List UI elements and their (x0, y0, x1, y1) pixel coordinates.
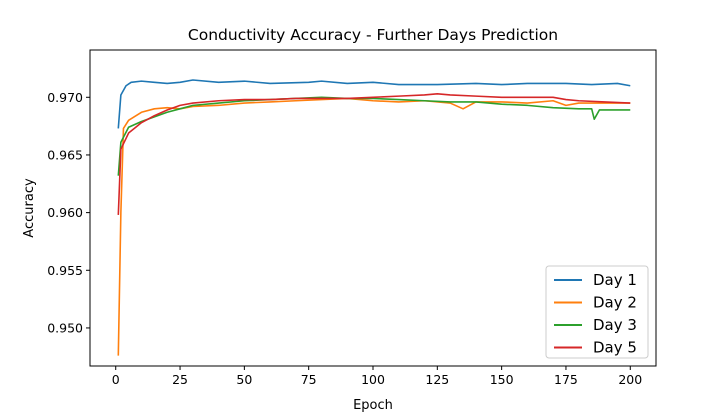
series-line-1 (117, 79, 631, 129)
x-tick-label: 150 (490, 372, 514, 387)
legend-label: Day 5 (593, 339, 637, 357)
legend-label: Day 3 (593, 316, 637, 334)
x-tick-label: 0 (112, 372, 120, 387)
x-axis-label: Epoch (353, 398, 393, 413)
chart-title: Conductivity Accuracy - Further Days Pre… (188, 26, 558, 44)
x-axis: 0 25 50 75 100 125 150 175 200 (112, 366, 642, 387)
y-tick-label: 0.970 (47, 90, 83, 105)
y-tick-label: 0.960 (47, 205, 83, 220)
x-tick-label: 200 (618, 372, 642, 387)
x-tick-label: 25 (172, 372, 188, 387)
x-tick-label: 175 (554, 372, 578, 387)
x-tick-label: 125 (425, 372, 449, 387)
x-tick-label: 50 (236, 372, 252, 387)
legend-box (545, 265, 649, 359)
series-line-4 (117, 93, 631, 215)
legend-label: Day 1 (593, 271, 637, 289)
y-axis: 0.950 0.955 0.960 0.965 0.970 (47, 90, 90, 335)
x-tick-label: 75 (301, 372, 317, 387)
y-tick-label: 0.965 (47, 147, 83, 162)
y-tick-label: 0.955 (47, 263, 83, 278)
y-axis-label: Accuracy (22, 178, 37, 238)
series-layer (117, 79, 631, 356)
legend-label: Day 2 (593, 294, 637, 312)
legend: Day 1 Day 2 Day 3 Day 5 (545, 265, 649, 359)
x-tick-label: 100 (361, 372, 385, 387)
y-tick-label: 0.950 (47, 320, 83, 335)
